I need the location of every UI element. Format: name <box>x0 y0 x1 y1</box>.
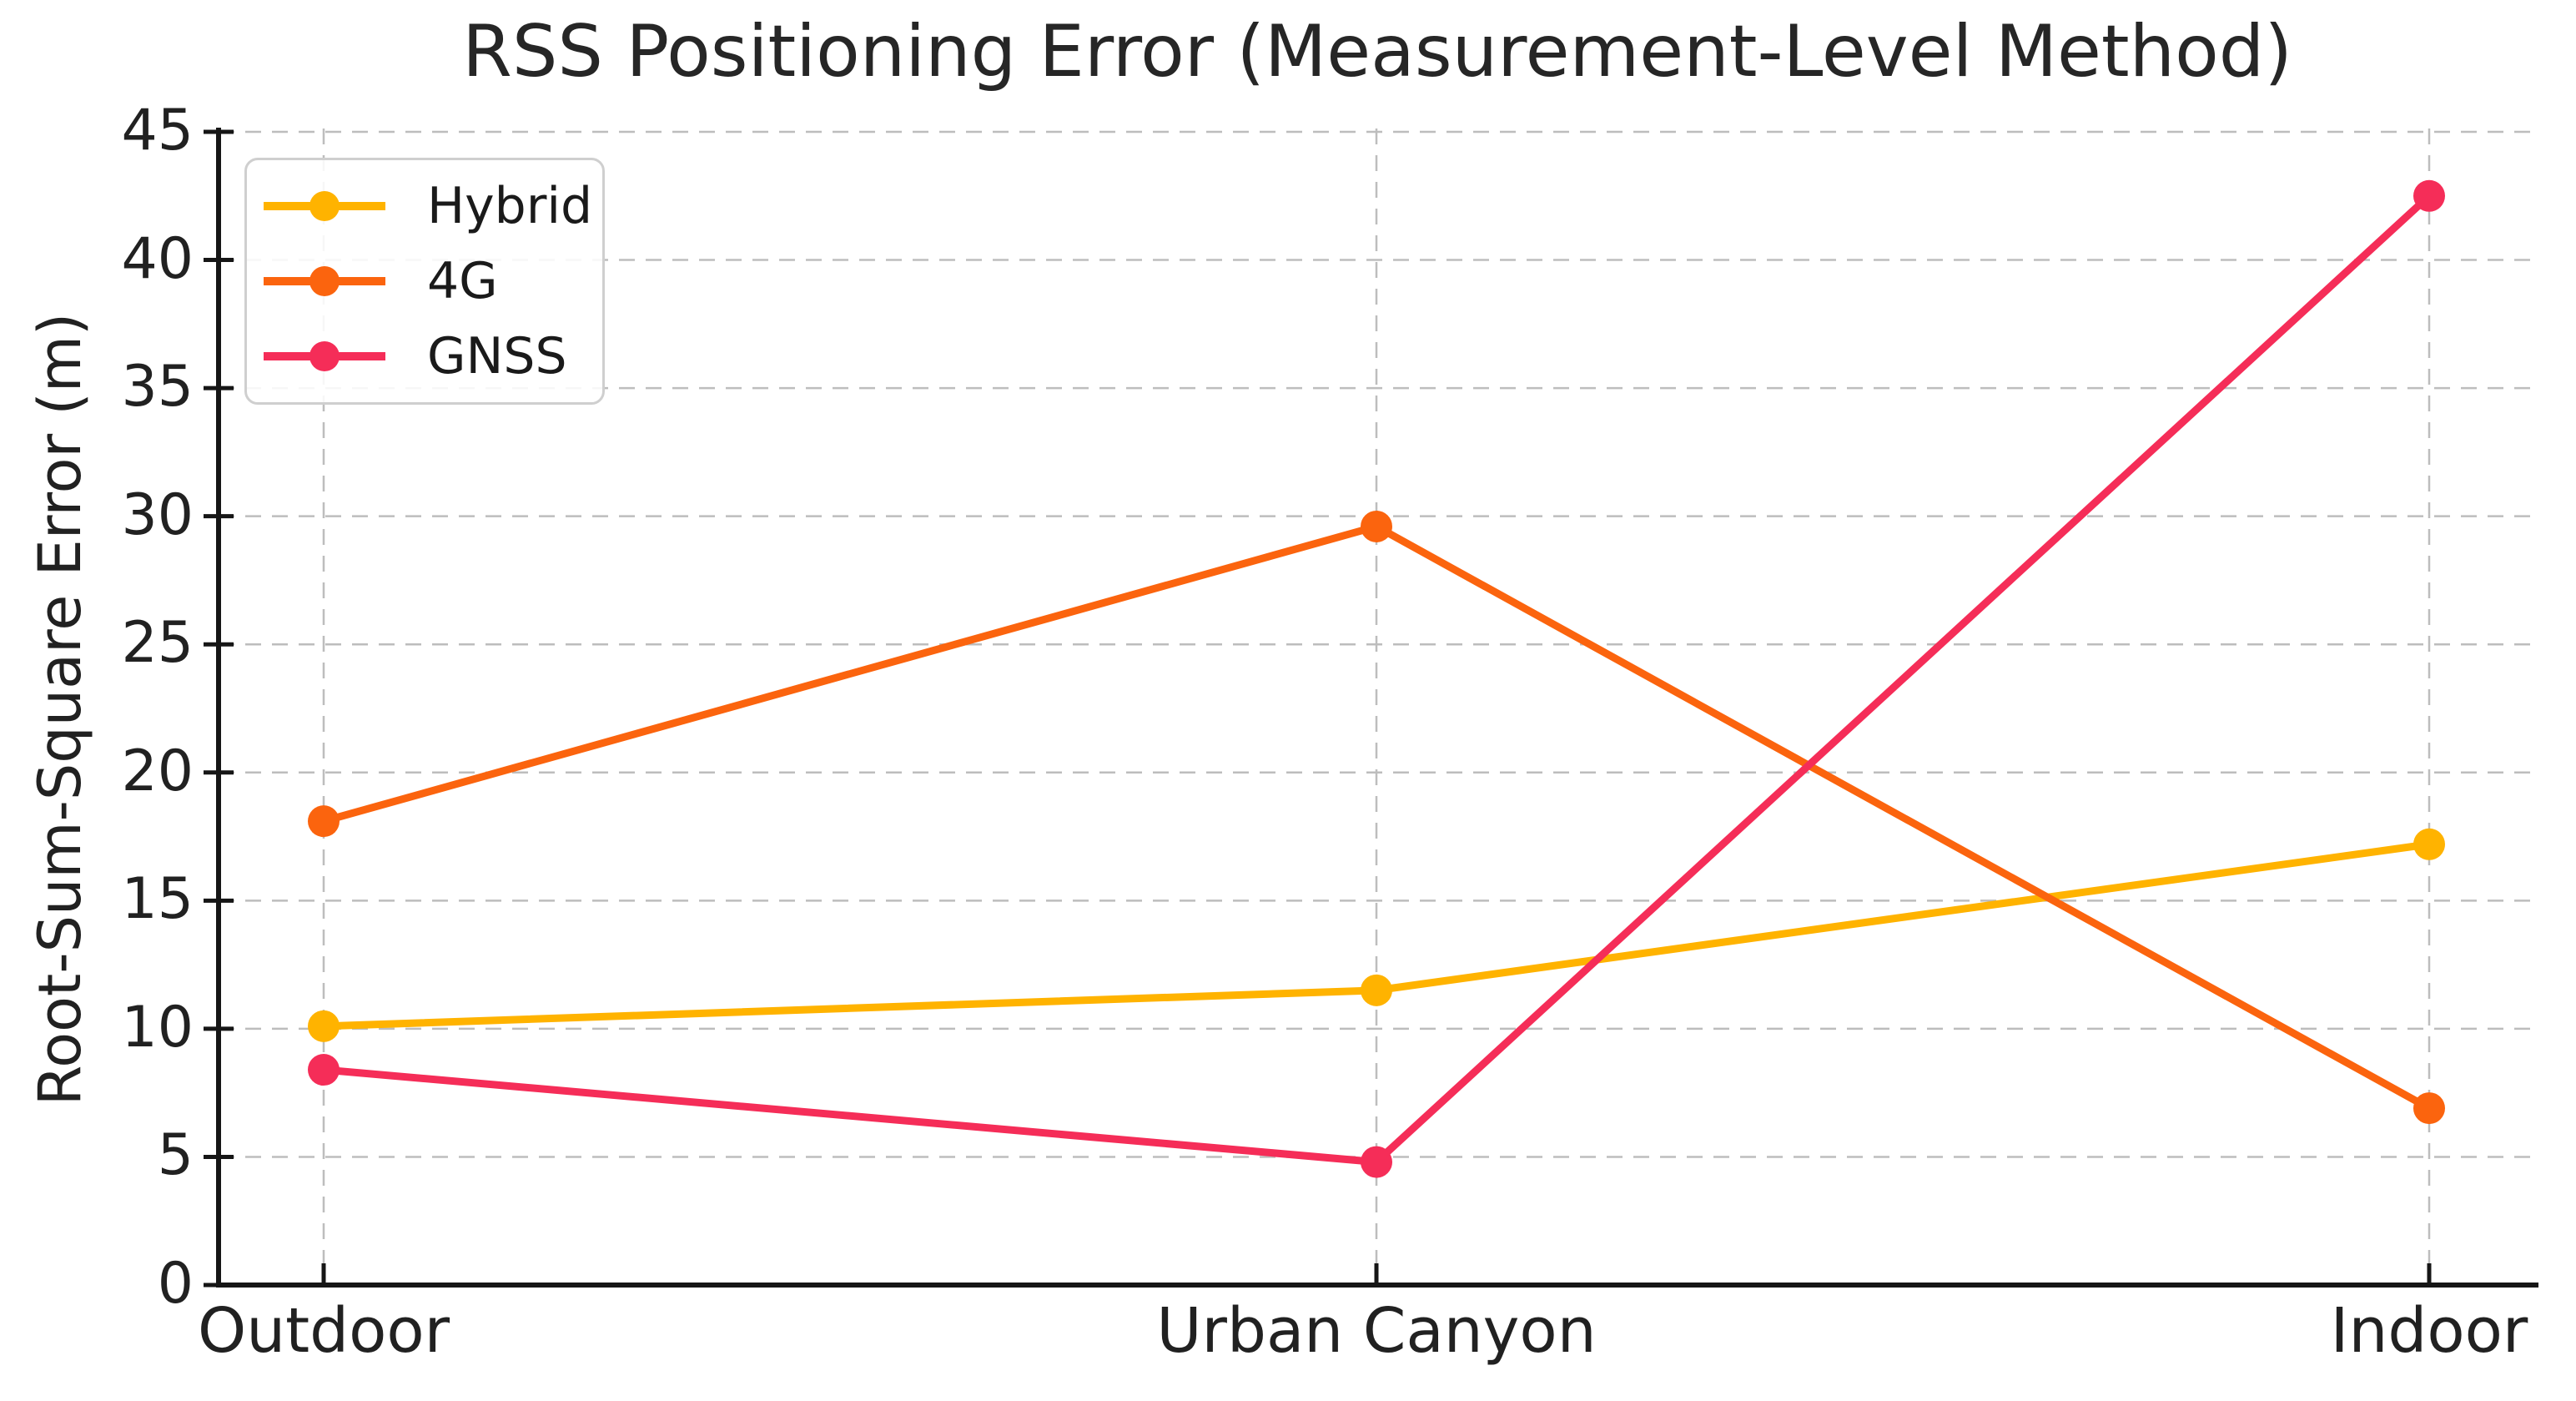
legend-marker-icon <box>264 341 385 371</box>
marker-hybrid <box>2413 828 2445 860</box>
marker-4g <box>308 805 340 838</box>
y-tick-label: 5 <box>157 1122 194 1189</box>
y-tick-label: 20 <box>121 738 194 804</box>
legend-label: 4G <box>427 252 498 310</box>
marker-4g <box>2413 1092 2445 1125</box>
marker-hybrid <box>308 1010 340 1042</box>
marker-gnss <box>2413 179 2445 212</box>
legend-label: GNSS <box>427 327 567 386</box>
marker-hybrid <box>1361 974 1392 1006</box>
x-tick-label: Urban Canyon <box>1156 1295 1597 1367</box>
legend-item: Hybrid <box>262 177 594 235</box>
x-tick-label: Outdoor <box>197 1295 450 1367</box>
legend-marker-icon <box>264 266 385 296</box>
legend: Hybrid 4G GNSS <box>244 158 605 405</box>
y-tick-label: 10 <box>121 994 194 1061</box>
marker-gnss <box>308 1054 340 1086</box>
chart-title: RSS Positioning Error (Measurement-Level… <box>462 10 2292 93</box>
legend-marker-icon <box>264 191 385 221</box>
y-tick-label: 40 <box>121 225 194 292</box>
y-tick-label: 25 <box>121 610 194 677</box>
legend-item: GNSS <box>262 327 594 386</box>
x-tick-label: Indoor <box>2330 1295 2528 1367</box>
y-tick-label: 30 <box>121 481 194 548</box>
marker-gnss <box>1361 1146 1392 1178</box>
y-tick-label: 35 <box>121 354 194 421</box>
y-tick-label: 45 <box>121 97 194 164</box>
y-tick-label: 15 <box>121 866 194 933</box>
marker-4g <box>1361 510 1392 542</box>
legend-item: 4G <box>262 252 594 310</box>
legend-label: Hybrid <box>427 177 593 235</box>
y-tick-label: 0 <box>157 1250 194 1317</box>
